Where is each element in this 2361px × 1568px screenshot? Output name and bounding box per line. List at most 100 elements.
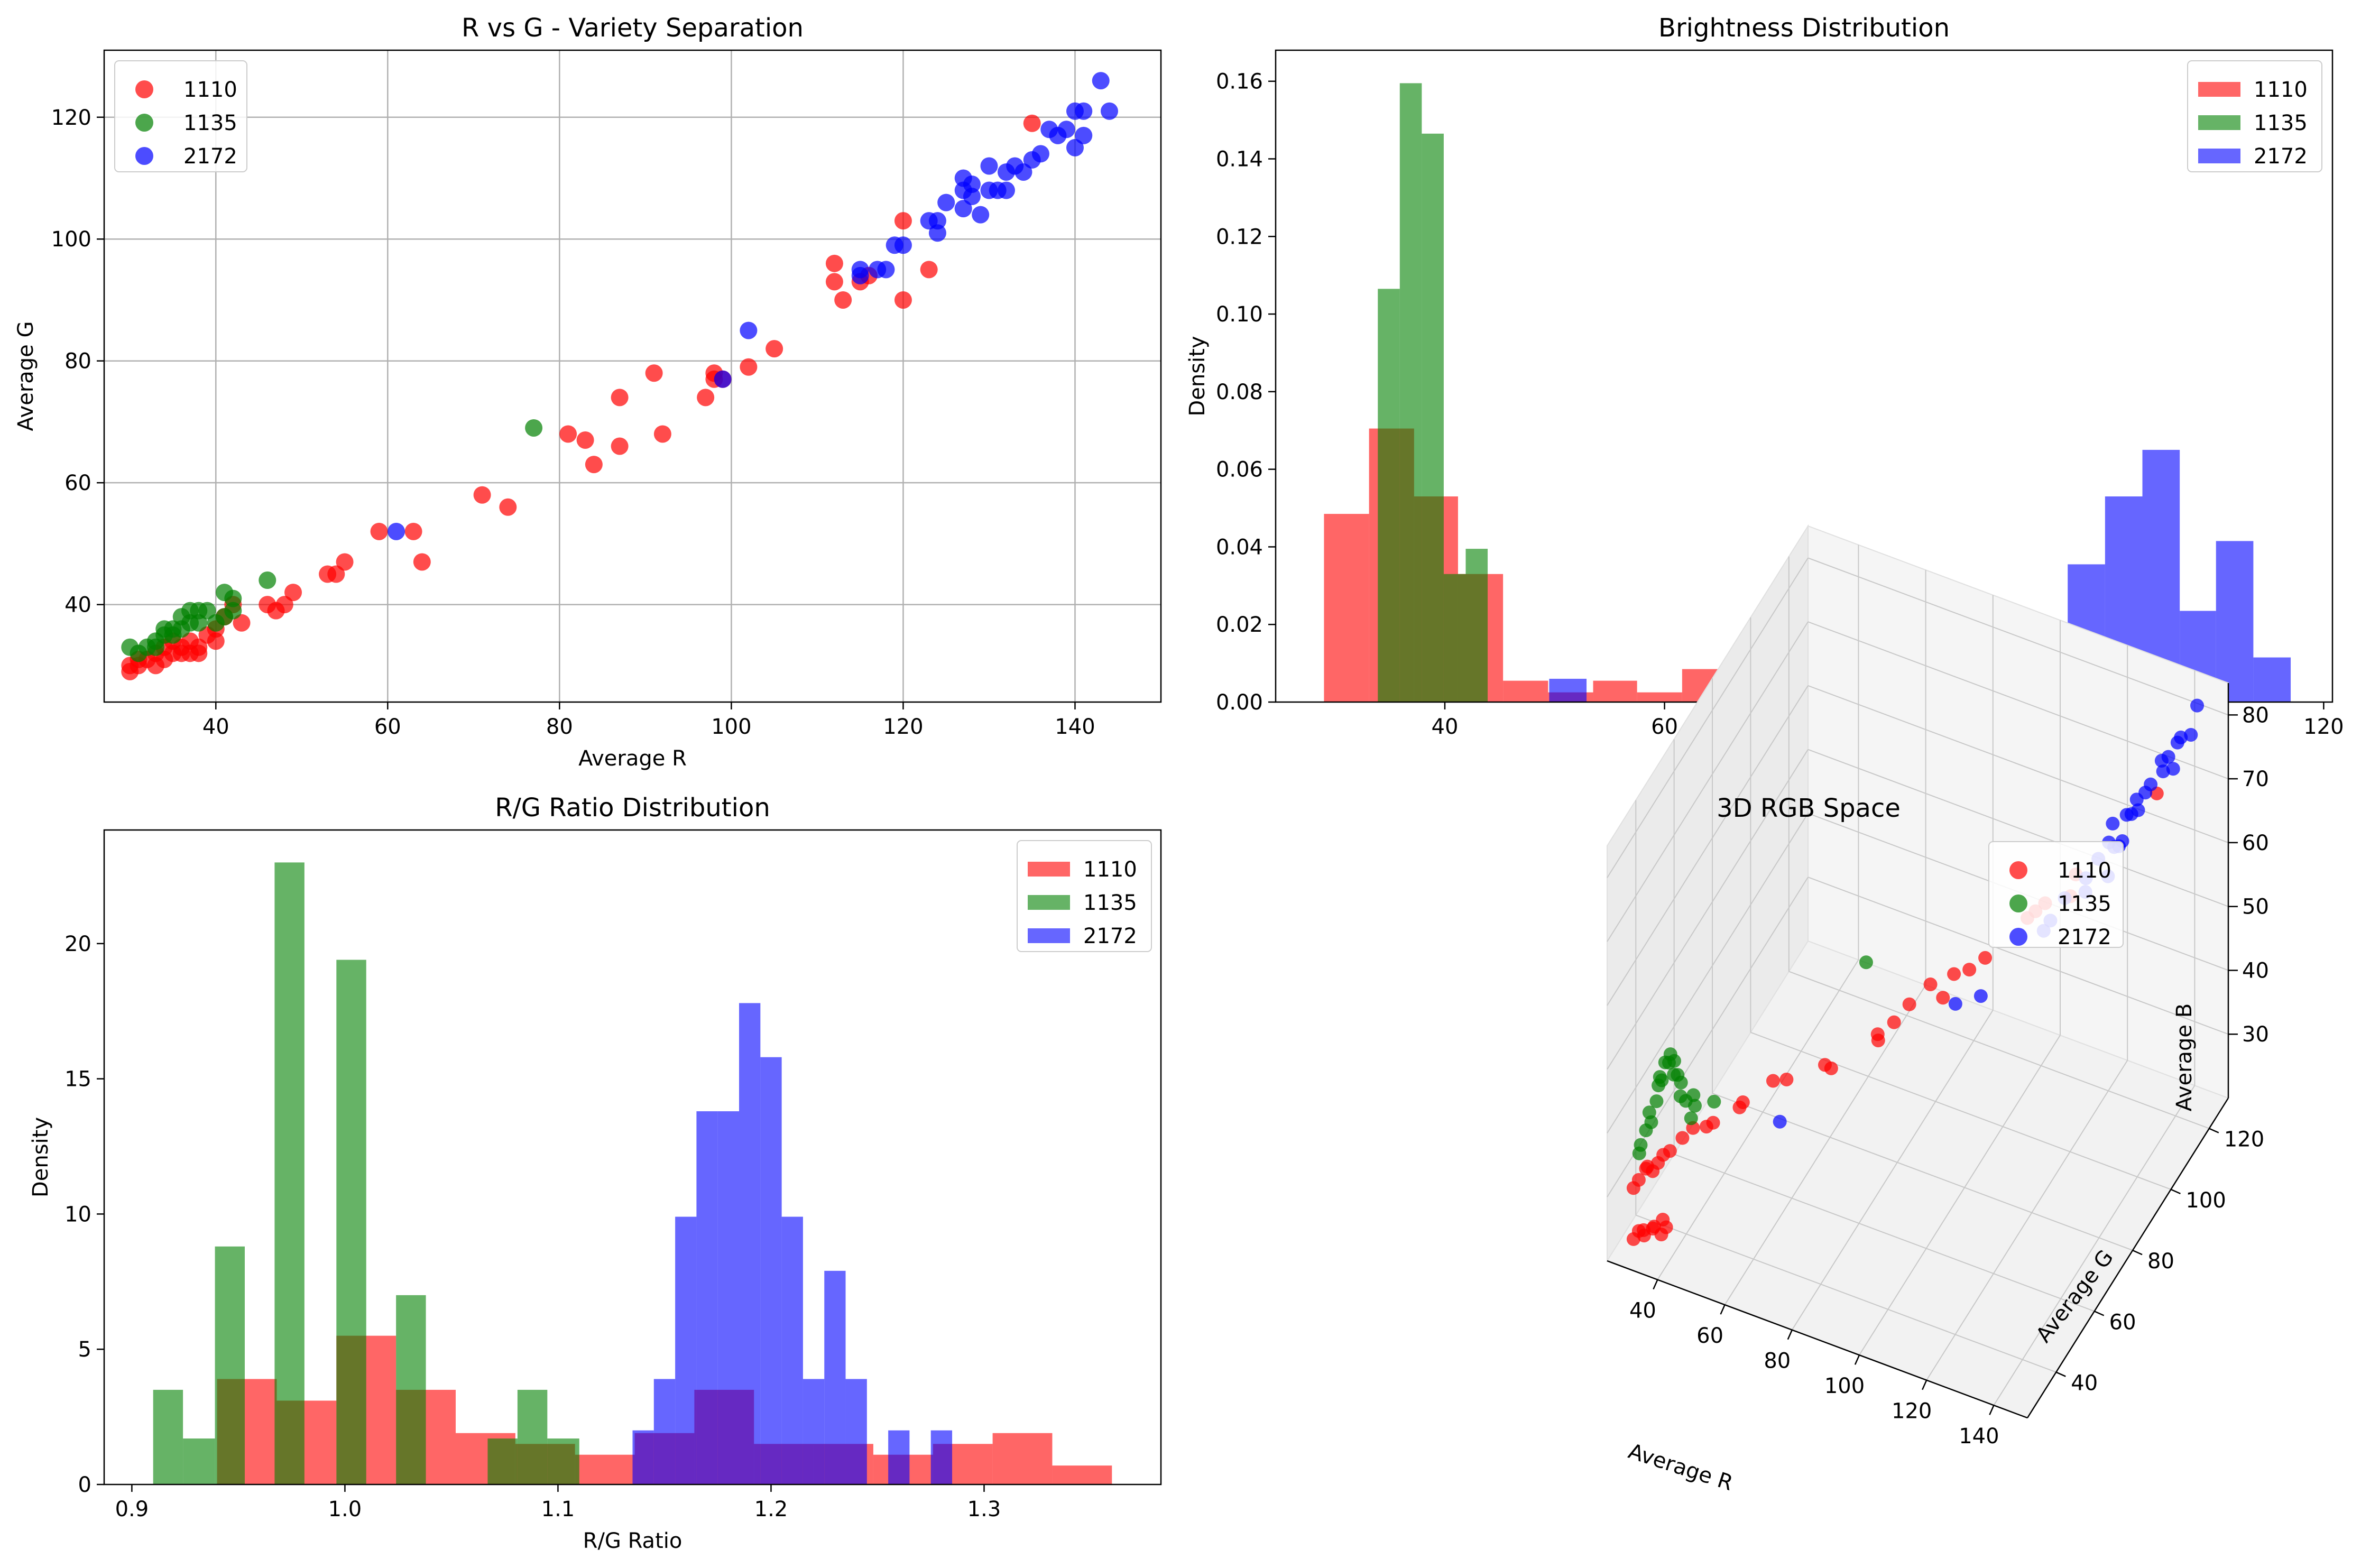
bar-1110 xyxy=(1637,692,1682,702)
axis-r xyxy=(1607,1260,2028,1419)
bar-1135 xyxy=(1465,549,1488,702)
point-1110 xyxy=(559,425,577,443)
point3d-2172 xyxy=(1948,997,1962,1011)
point-1110 xyxy=(645,364,663,382)
legend-1: 1110 1135 2172 xyxy=(2187,60,2322,172)
point3d-1135 xyxy=(1649,1094,1664,1109)
legend-label-1135: 1135 xyxy=(1083,891,1137,915)
bar-1135 xyxy=(1422,133,1444,702)
point-1110 xyxy=(284,584,302,602)
point3d-1135 xyxy=(1653,1070,1667,1084)
bar-1135 xyxy=(547,1438,579,1484)
point-1110 xyxy=(233,614,251,632)
point-2172 xyxy=(1075,102,1093,120)
bar-1135 xyxy=(336,960,366,1484)
point-2172 xyxy=(997,181,1015,199)
point-2172 xyxy=(954,200,972,218)
legend-marker-1110 xyxy=(135,80,153,98)
grid3d-b xyxy=(1607,685,1809,1006)
point-1110 xyxy=(336,553,354,571)
tick3d-g xyxy=(2132,1249,2143,1256)
tick3d-label-g: 60 xyxy=(2109,1310,2136,1334)
y-tick-label: 15 xyxy=(64,1067,91,1092)
grid3d-r xyxy=(1859,1035,2061,1355)
point3d-1110 xyxy=(1631,1173,1646,1187)
axes-frame xyxy=(103,829,1162,1486)
point-1135 xyxy=(190,614,208,632)
point3d-1110 xyxy=(1706,1115,1720,1130)
bar-1135 xyxy=(183,1438,215,1484)
x-tick-label: 120 xyxy=(2303,715,2344,739)
tick3d-r xyxy=(1989,1405,1995,1415)
bar-2172 xyxy=(653,1379,676,1484)
point3d-1110 xyxy=(1736,1095,1750,1110)
point3d-1110 xyxy=(1978,951,1993,965)
tick3d-r xyxy=(1854,1354,1860,1365)
point-2172 xyxy=(1100,102,1118,120)
tick3d-label-b: 30 xyxy=(2242,1022,2269,1047)
point-2172 xyxy=(937,193,955,211)
grid3d-b xyxy=(1807,749,2229,907)
z-axis-label: Average B xyxy=(2172,1003,2197,1111)
y-tick-label: 20 xyxy=(64,932,91,956)
chart-title: Brightness Distribution xyxy=(1658,13,1950,43)
point-1110 xyxy=(834,291,852,309)
panel-3: 40 60 80 100 120 140 40 60 80 100 120 30 40 50 60 70 80 3… xyxy=(1606,524,2269,1496)
tick3d-label-r: 60 xyxy=(1696,1324,1723,1348)
legend-label-2172: 2172 xyxy=(183,144,237,169)
point3d-1110 xyxy=(1962,963,1977,977)
grid3d-g xyxy=(1635,1214,2056,1373)
point3d-1110 xyxy=(1947,967,1961,981)
point-2172 xyxy=(980,157,998,175)
point3d-1110 xyxy=(1824,1061,1838,1075)
point-2172 xyxy=(963,176,981,193)
point-2172 xyxy=(972,206,990,224)
point-1110 xyxy=(585,456,603,474)
x-tick-label: 1.0 xyxy=(328,1497,362,1521)
point3d-1110 xyxy=(1936,991,1950,1005)
point-1110 xyxy=(413,553,431,571)
point-1110 xyxy=(611,389,629,407)
axes-frame xyxy=(103,49,1162,703)
grid3d-b xyxy=(1807,557,2229,716)
point3d-1110 xyxy=(1779,1072,1794,1086)
point3d-1135 xyxy=(1688,1099,1702,1113)
grid3d-r xyxy=(1993,1085,2196,1406)
point-2172 xyxy=(1031,145,1049,163)
legend-swatch-2172 xyxy=(2198,149,2240,163)
legend-marker-2172 xyxy=(135,147,153,165)
y-tick-label: 0.04 xyxy=(1216,535,1263,559)
tick3d-label-b: 40 xyxy=(2242,958,2269,983)
legend-swatch-1135 xyxy=(2198,115,2240,130)
x-tick-label: 1.3 xyxy=(967,1497,1001,1521)
tick3d-g xyxy=(2055,1371,2066,1377)
legend-marker-2172 xyxy=(2009,928,2027,946)
bar-1135 xyxy=(274,862,305,1484)
x-tick-label: 60 xyxy=(1651,715,1678,739)
y-tick-label: 10 xyxy=(64,1202,91,1226)
bar-1135 xyxy=(1399,83,1422,703)
y-tick-label: 80 xyxy=(64,349,91,374)
legend-label-1110: 1110 xyxy=(1083,857,1137,882)
x-tick-label: 1.1 xyxy=(541,1497,575,1521)
bar-2172 xyxy=(2216,541,2254,702)
x-tick-label: 1.2 xyxy=(754,1497,788,1521)
y-tick-label: 0.02 xyxy=(1216,613,1263,637)
x-axis-label: Average R xyxy=(578,746,687,771)
point-1110 xyxy=(576,431,594,449)
point-1135 xyxy=(525,419,543,437)
bar-1135 xyxy=(396,1295,426,1484)
point-1110 xyxy=(766,340,783,358)
point-1110 xyxy=(1023,114,1041,132)
bar-2172 xyxy=(930,1430,953,1484)
point-2172 xyxy=(740,321,758,339)
grid3d-r xyxy=(1657,960,1859,1280)
point-1135 xyxy=(224,589,242,607)
chart-title: 3D RGB Space xyxy=(1717,794,1901,823)
legend-swatch-2172 xyxy=(1028,928,1070,943)
point3d-1135 xyxy=(1859,955,1873,970)
bar-1135 xyxy=(153,1389,183,1484)
bar-1135 xyxy=(517,1389,548,1484)
point-2172 xyxy=(388,522,405,540)
